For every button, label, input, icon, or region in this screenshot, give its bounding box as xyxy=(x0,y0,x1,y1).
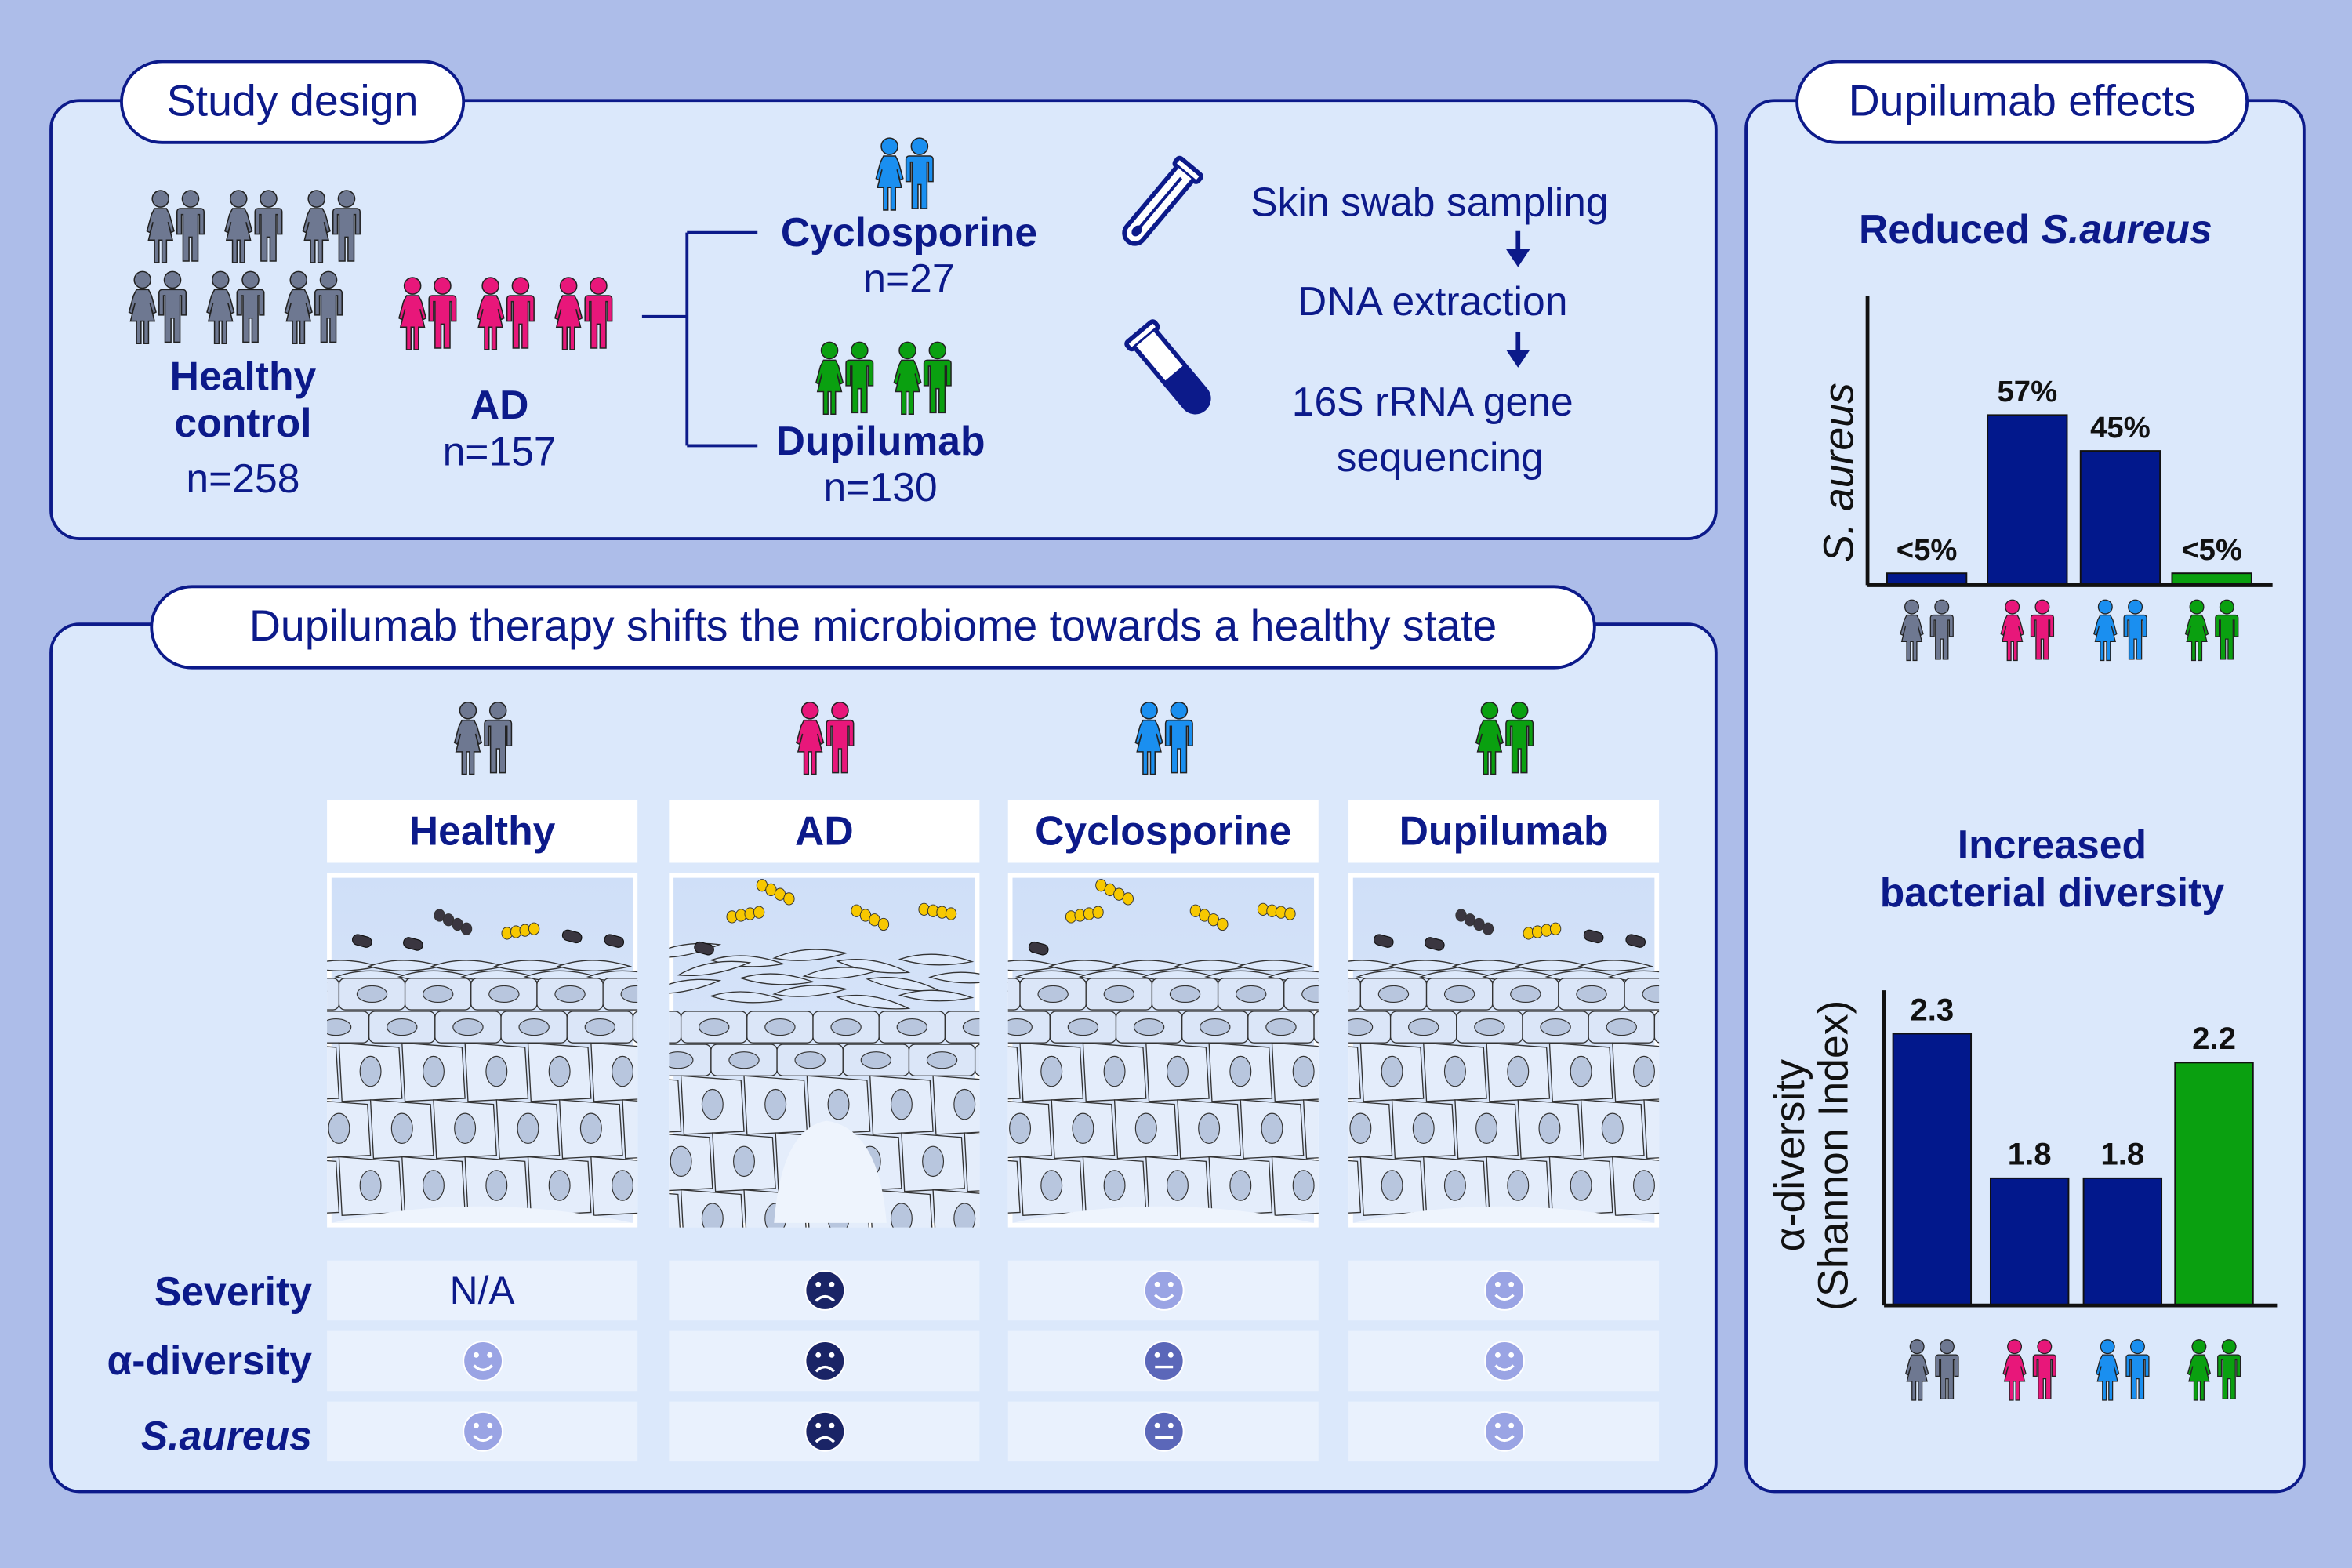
category-icon-ad xyxy=(2002,1339,2057,1401)
chart1-title-plain: Reduced xyxy=(1858,207,2042,252)
data-label-dupilumab: 2.2 xyxy=(2192,1021,2236,1056)
cell-dupilumab-row-1 xyxy=(1348,1330,1660,1392)
cell-ad-row-2 xyxy=(669,1401,980,1462)
bar-cyclosporine xyxy=(2082,1177,2163,1307)
row-label-severity: Severity xyxy=(154,1269,312,1315)
study-design-title: Study design xyxy=(120,60,466,144)
category-icon-healthy xyxy=(1904,1339,1959,1401)
chart1-title-italic: S.aureus xyxy=(2041,207,2212,252)
healthy-label-line2: control xyxy=(174,401,312,446)
data-label-healthy: 2.3 xyxy=(1910,992,1954,1027)
dupilumab-n: n=130 xyxy=(823,465,938,510)
happy-face-icon xyxy=(1142,1270,1184,1311)
bar-cyclosporine xyxy=(2079,450,2161,586)
cell-ad-row-0 xyxy=(669,1260,980,1321)
column-header-cyclosporine: Cyclosporine xyxy=(1007,800,1319,863)
swab-tube-icon xyxy=(1122,155,1203,246)
bar-ad xyxy=(1989,1177,2070,1307)
happy-face-icon xyxy=(1483,1270,1524,1311)
bar-ad xyxy=(1987,414,2068,586)
neutral-face-icon xyxy=(1142,1341,1184,1381)
column-header-dupilumab: Dupilumab xyxy=(1348,800,1660,863)
cell-dupilumab-row-2 xyxy=(1348,1401,1660,1462)
cell-healthy-row-0: N/A xyxy=(327,1260,638,1321)
column-header-healthy: Healthy xyxy=(327,800,638,863)
bar-dupilumab xyxy=(2174,1062,2254,1307)
category-icon-dupilumab xyxy=(2187,1339,2241,1401)
healthy-label-line1: Healthy xyxy=(169,354,317,400)
cyclosporine-label: Cyclosporine xyxy=(780,209,1038,256)
workflow-step-swab: Skin swab sampling xyxy=(1250,180,1609,226)
skin-illustration-ad xyxy=(669,873,980,1228)
cell-cyclosporine-row-1 xyxy=(1007,1330,1319,1392)
chart1-title: Reduced S.aureus xyxy=(1858,207,2212,252)
cell-text: N/A xyxy=(449,1267,515,1312)
neutral-face-icon xyxy=(1142,1411,1184,1452)
chart2-title-line2: bacterial diversity xyxy=(1879,870,2225,916)
healthy-n: n=258 xyxy=(186,456,300,502)
sad-face-icon xyxy=(804,1270,845,1311)
cell-healthy-row-1 xyxy=(327,1330,638,1392)
sad-face-icon xyxy=(804,1411,845,1452)
data-label-ad: 1.8 xyxy=(2008,1137,2052,1172)
happy-face-icon xyxy=(1483,1411,1524,1452)
ad-n: n=157 xyxy=(442,429,557,474)
cell-cyclosporine-row-0 xyxy=(1007,1260,1319,1321)
therapy-title: Dupilumab therapy shifts the microbiome … xyxy=(150,585,1596,670)
sample-tube-icon xyxy=(1124,319,1211,415)
skin-illustration-cyclosporine xyxy=(1007,873,1319,1228)
arrow-down-icon xyxy=(1505,331,1530,368)
workflow-step-dna: DNA extraction xyxy=(1297,278,1568,325)
cell-ad-row-1 xyxy=(669,1330,980,1392)
row-label-s-aureus: S.aureus xyxy=(140,1413,312,1459)
happy-face-icon xyxy=(462,1411,503,1452)
cell-healthy-row-2 xyxy=(327,1401,638,1462)
happy-face-icon xyxy=(1483,1341,1524,1381)
data-label-cyclosporine: 45% xyxy=(2090,411,2151,445)
cell-dupilumab-row-0 xyxy=(1348,1260,1660,1321)
cyclosporine-n: n=27 xyxy=(863,256,955,302)
workflow-step-sequencing-line2: sequencing xyxy=(1336,435,1544,481)
treatment-split-bracket xyxy=(641,230,758,448)
data-label-cyclosporine: 1.8 xyxy=(2100,1137,2144,1172)
category-icon-cyclosporine xyxy=(2095,1339,2150,1401)
data-label-dupilumab: <5% xyxy=(2181,533,2242,567)
sad-face-icon xyxy=(804,1341,845,1381)
chart2-title-line1: Increased xyxy=(1957,822,2147,868)
data-label-healthy: <5% xyxy=(1896,533,1958,567)
column-header-ad: AD xyxy=(669,800,980,863)
dupilumab-label: Dupilumab xyxy=(775,418,985,464)
cell-cyclosporine-row-2 xyxy=(1007,1401,1319,1462)
data-label-ad: 57% xyxy=(1998,375,2058,408)
bar-healthy xyxy=(1892,1033,1973,1307)
ad-label: AD xyxy=(470,383,529,428)
happy-face-icon xyxy=(462,1341,503,1381)
arrow-down-icon xyxy=(1505,230,1530,267)
skin-illustration-healthy xyxy=(327,873,638,1228)
dupilumab-effects-title: Dupilumab effects xyxy=(1795,60,2249,144)
row-label-alpha-diversity: α-diversity xyxy=(107,1338,312,1384)
workflow-step-sequencing-line1: 16S rRNA gene xyxy=(1291,379,1573,425)
skin-illustration-dupilumab xyxy=(1348,873,1660,1228)
